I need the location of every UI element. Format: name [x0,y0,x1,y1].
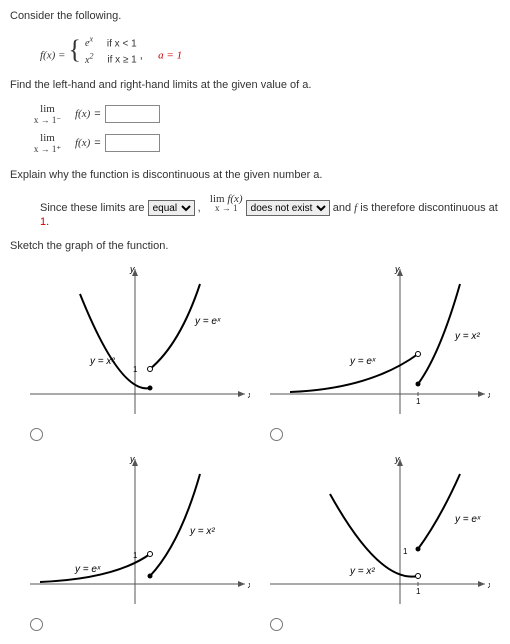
g1-ex-label: y = eˣ [194,316,221,327]
graph-radio-2[interactable] [270,428,283,441]
svg-text:x: x [487,580,490,590]
eq-left: = [94,108,100,120]
piece1-expr: ex [85,38,93,49]
a-value: a = 1 [158,49,182,61]
lim-sym: lim [40,103,55,115]
graph-option-3: x y 1 y = eˣ y = x² [20,454,250,634]
fx-left: f(x) [75,108,90,120]
lim-left-sub: x → 1⁻ [20,115,75,126]
graph-radio-3[interactable] [30,618,43,631]
g2-tick: 1 [416,397,421,406]
graph-option-2: x y 1 y = eˣ y = x² [260,264,490,444]
explain-line: Since these limits are equal , lim f(x) … [10,193,500,229]
fx-right: f(x) [75,137,90,149]
sketch-heading: Sketch the graph of the function. [10,240,500,252]
g4-x2-label: y = x² [349,566,375,577]
svg-text:1: 1 [133,551,138,560]
graph-option-4: x y 1 1 y = x² y = eˣ [260,454,490,634]
since-text: Since these limits are [40,202,145,214]
piece2-expr: x2 [85,55,93,66]
svg-text:x: x [487,390,490,400]
function-definition: f(x) = { ex if x < 1 x2 if x ≥ 1 , a = 1 [10,34,500,67]
g3-ex-label: y = eˣ [74,564,101,575]
y-axis-label: y [129,264,135,274]
g3-x2-label: y = x² [189,526,215,537]
f-of-x: f(x) = [40,49,65,61]
svg-text:y: y [394,264,400,274]
comma: , [140,49,143,61]
g2-ex-label: y = eˣ [349,356,376,367]
graph-radio-1[interactable] [30,428,43,441]
g2-x2-label: y = x² [454,331,480,342]
eq-right: = [94,137,100,149]
svg-text:x: x [247,580,250,590]
comma-1: , [198,202,201,214]
g4-tick: 1 [416,587,421,596]
svg-text:y: y [129,454,135,464]
limit-exists-select[interactable]: does not exist [246,200,330,216]
graph-radio-4[interactable] [270,618,283,631]
g4-ex-label: y = eˣ [454,514,481,525]
find-limits-text: Find the left-hand and right-hand limits… [10,79,500,91]
g1-x2-label: y = x² [89,356,115,367]
x-axis-label: x [247,390,250,400]
graph-grid: x y 1 y = x² y = eˣ x y [10,264,500,634]
limits-relation-select[interactable]: equal [148,200,195,216]
svg-text:1: 1 [133,365,138,374]
brace-icon: { [69,35,81,65]
piece2-cond: if x ≥ 1 [107,55,136,66]
svg-text:y: y [394,454,400,464]
lim-sym-2: lim [40,132,55,144]
left-limit-row: lim x → 1⁻ f(x) = [10,103,500,126]
intro-text: Consider the following. [10,10,500,22]
piece1-cond: if x < 1 [107,38,137,49]
right-limit-row: lim x → 1⁺ f(x) = [10,132,500,155]
explain-heading: Explain why the function is discontinuou… [10,169,500,181]
right-limit-input[interactable] [105,134,160,152]
lim-right-sub: x → 1⁺ [20,144,75,155]
left-limit-input[interactable] [105,105,160,123]
graph-option-1: x y 1 y = x² y = eˣ [20,264,250,444]
